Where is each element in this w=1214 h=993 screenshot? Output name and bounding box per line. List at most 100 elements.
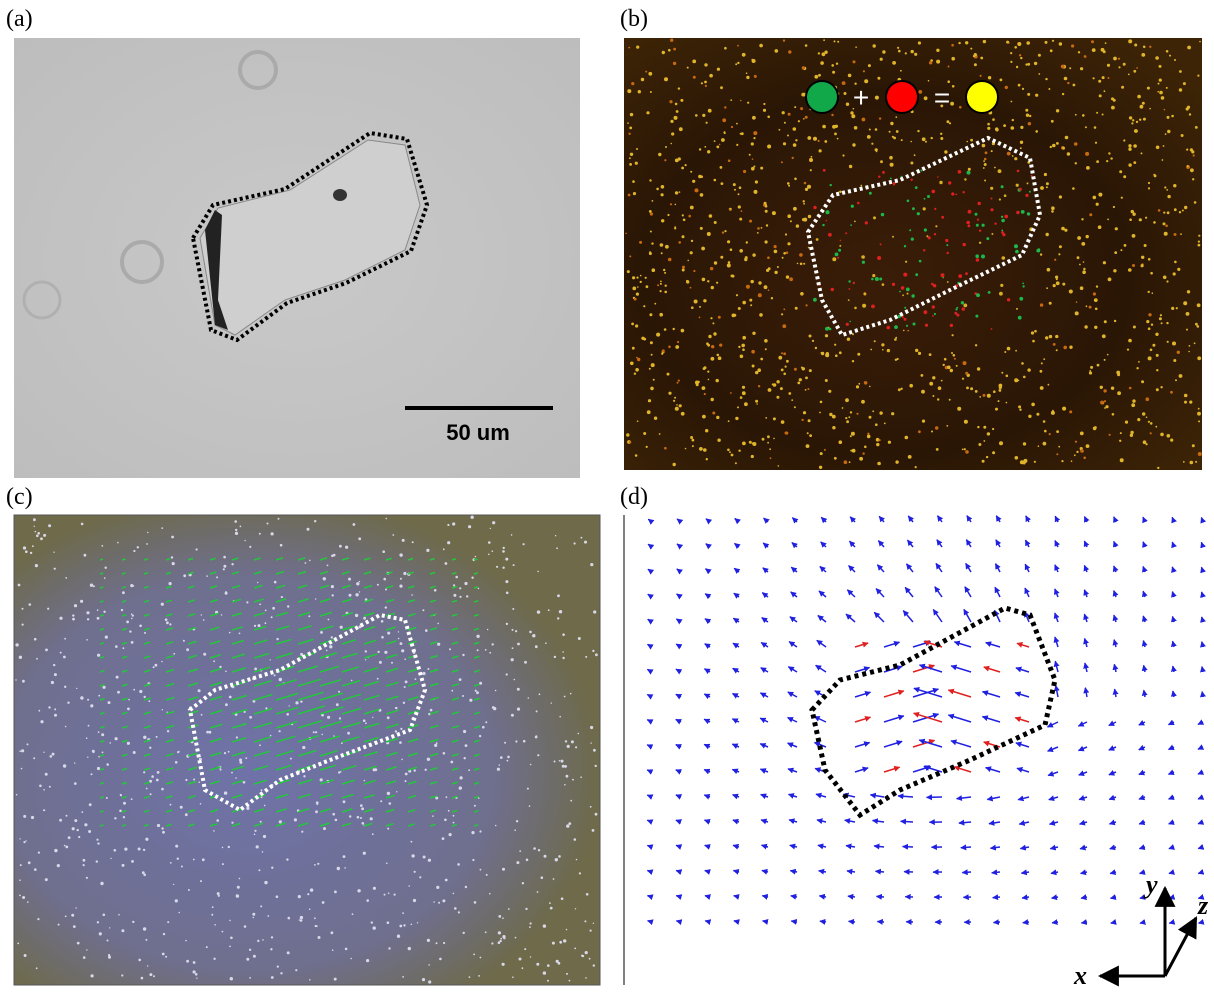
- bead: [80, 696, 83, 699]
- bead: [203, 653, 206, 656]
- fluorescent-bead: [631, 323, 634, 326]
- fluorescent-bead: [712, 412, 715, 415]
- fluorescent-bead: [983, 426, 986, 429]
- force-vector: [705, 845, 710, 847]
- fluorescent-bead: [1019, 409, 1021, 411]
- fluorescent-bead: [1065, 136, 1069, 140]
- bead: [476, 691, 479, 694]
- fluorescent-bead: [759, 313, 763, 317]
- force-vector: [676, 669, 681, 672]
- legend-yellow: [966, 81, 998, 113]
- force-vector: [647, 669, 652, 672]
- bead: [417, 922, 418, 923]
- bead: [86, 639, 88, 641]
- force-vector: [987, 797, 1000, 800]
- fluorescent-bead: [850, 450, 852, 452]
- fluorescent-bead: [785, 366, 787, 368]
- force-vector: [818, 845, 826, 847]
- bead: [193, 961, 196, 964]
- force-vector: [1080, 822, 1087, 824]
- fluorescent-bead: [857, 353, 860, 356]
- force-vector: [1025, 564, 1029, 572]
- force-vector: [1201, 542, 1203, 547]
- bead: [146, 788, 148, 790]
- force-vector: [855, 668, 870, 673]
- force-vector: [884, 741, 902, 747]
- bead: [411, 924, 413, 926]
- force-vector: [761, 668, 768, 672]
- fluorescent-bead: [1128, 148, 1131, 151]
- bead: [200, 880, 202, 882]
- force-vector: [898, 796, 913, 797]
- bead: [253, 917, 255, 919]
- bead: [177, 858, 179, 860]
- fluorescent-bead: [1114, 251, 1117, 254]
- fluorescent-bead: [1089, 306, 1092, 309]
- fluorescent-bead: [1198, 420, 1200, 422]
- fluorescent-bead: [755, 180, 758, 183]
- fluorescent-bead: [718, 356, 722, 360]
- fluorescent-bead: [895, 460, 898, 463]
- bead: [506, 592, 509, 595]
- bead: [471, 577, 473, 579]
- panel-d-arrows: [647, 516, 1203, 924]
- bead: [36, 658, 38, 660]
- bead: [40, 537, 43, 540]
- bead: [78, 836, 80, 838]
- force-vector: [647, 695, 652, 698]
- bead: [561, 760, 564, 763]
- fluorescent-bead: [1123, 175, 1126, 178]
- fluorescent-bead: [904, 307, 906, 309]
- fluorescent-bead: [659, 313, 663, 317]
- fluorescent-bead: [805, 116, 808, 119]
- bead: [65, 846, 68, 849]
- fluorescent-bead: [1080, 67, 1083, 70]
- fluorescent-bead: [1007, 347, 1011, 351]
- fluorescent-bead: [1132, 264, 1135, 267]
- bead: [327, 716, 330, 719]
- fluorescent-bead: [907, 330, 909, 332]
- fluorescent-bead: [705, 85, 707, 87]
- fluorescent-bead: [963, 191, 965, 193]
- bead: [131, 613, 133, 615]
- force-vector: [676, 694, 681, 697]
- fluorescent-bead: [936, 60, 940, 64]
- fluorescent-bead: [1148, 313, 1151, 316]
- bead: [308, 615, 310, 617]
- bead: [589, 958, 591, 960]
- bead: [339, 717, 341, 719]
- fluorescent-bead: [1064, 229, 1067, 232]
- fluorescent-bead: [709, 74, 713, 78]
- bead: [316, 925, 318, 927]
- fluorescent-bead: [922, 137, 926, 141]
- bead: [314, 917, 316, 919]
- force-vector: [705, 896, 710, 897]
- fluorescent-bead: [869, 416, 872, 419]
- bead: [511, 714, 514, 717]
- bead: [519, 958, 522, 961]
- force-vector: [1015, 718, 1029, 722]
- fluorescent-bead: [718, 316, 721, 319]
- force-vector: [732, 769, 739, 772]
- bead: [381, 620, 384, 623]
- fluorescent-bead: [699, 306, 701, 308]
- fluorescent-bead: [1187, 106, 1190, 109]
- bead: [218, 895, 220, 897]
- fluorescent-bead: [947, 281, 949, 283]
- force-vector: [704, 795, 710, 797]
- bead: [90, 584, 93, 587]
- bead: [462, 654, 464, 656]
- fluorescent-bead: [629, 163, 632, 166]
- bead: [43, 534, 46, 537]
- fluorescent-bead: [831, 64, 834, 67]
- fluorescent-bead: [943, 364, 945, 366]
- fluorescent-bead: [991, 198, 993, 200]
- fluorescent-bead: [770, 457, 772, 459]
- fluorescent-bead: [985, 151, 988, 154]
- fluorescent-bead: [785, 233, 787, 235]
- fluorescent-bead: [890, 163, 894, 167]
- fluorescent-bead: [795, 139, 797, 141]
- fluorescent-bead: [1031, 331, 1034, 334]
- bead: [193, 779, 195, 781]
- bead: [512, 647, 514, 649]
